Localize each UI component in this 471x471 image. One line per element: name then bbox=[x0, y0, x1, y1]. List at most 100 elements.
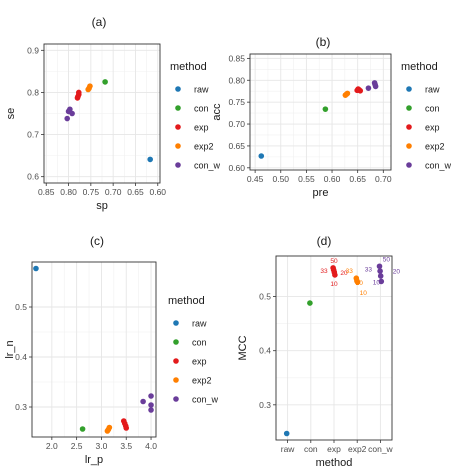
series-con bbox=[102, 79, 108, 85]
data-label: 20 bbox=[356, 280, 364, 287]
x-tick-label: exp2 bbox=[348, 444, 367, 454]
y-tick-label: 0.5 bbox=[15, 302, 27, 312]
data-point-raw bbox=[33, 265, 39, 272]
legend-label: con_w bbox=[425, 161, 452, 171]
y-tick-label: 0.70 bbox=[228, 119, 245, 129]
data-label: 10 bbox=[330, 281, 338, 288]
legend-swatch-con_w bbox=[406, 162, 412, 168]
panel-c: 2.0 2.5 3.0 3.5 4.0 0.3 0.4 0.5 (c) lr_p lr_n bbox=[4, 234, 157, 466]
data-point-con_w bbox=[69, 110, 75, 117]
data-point-exp bbox=[74, 95, 81, 101]
x-tick-label: 0.70 bbox=[375, 174, 392, 184]
legend-a: method raw con exp exp2 con_w bbox=[170, 61, 221, 171]
x-tick-label: 4.0 bbox=[145, 441, 157, 451]
x-tick-label: 0.70 bbox=[105, 187, 122, 197]
x-axis-label: pre bbox=[313, 187, 329, 199]
plot-background bbox=[32, 262, 156, 437]
panel-b: 0.45 0.50 0.55 0.60 0.65 0.70 0.60 0.65 0.70 0.75… bbox=[211, 35, 392, 199]
legend-swatch-exp2 bbox=[406, 143, 412, 149]
x-tick-label: 0.60 bbox=[149, 187, 166, 197]
x-axis-label: lr_p bbox=[85, 454, 103, 466]
series-con bbox=[307, 300, 313, 306]
data-point-con_w bbox=[140, 398, 146, 405]
data-label: 10 bbox=[360, 290, 368, 297]
legend-swatch-exp bbox=[173, 358, 179, 364]
chart-title: (a) bbox=[92, 15, 107, 29]
y-axis-label: lr_n bbox=[4, 340, 16, 358]
series-exp bbox=[74, 89, 82, 101]
data-point-raw bbox=[147, 156, 153, 163]
data-label: 33 bbox=[346, 268, 354, 275]
y-tick-label: 0.75 bbox=[228, 97, 245, 107]
data-point-exp2 bbox=[85, 86, 91, 93]
y-tick-label: 0.4 bbox=[15, 352, 27, 362]
legend-swatch-con_w bbox=[175, 162, 181, 168]
legend-swatch-exp2 bbox=[173, 377, 179, 383]
data-point-con_w bbox=[377, 268, 383, 274]
x-axis-label: method bbox=[316, 457, 353, 469]
data-label: 50 bbox=[330, 258, 338, 265]
series-exp2 bbox=[104, 424, 113, 434]
legend-b: method raw con exp exp2 con_w bbox=[401, 61, 452, 171]
x-tick-label: 2.0 bbox=[46, 441, 58, 451]
legend-label: con bbox=[192, 338, 207, 348]
legend-label: con_w bbox=[194, 161, 221, 171]
legend-swatch-exp2 bbox=[175, 143, 181, 149]
panel-border bbox=[249, 53, 392, 171]
series-exp2 bbox=[342, 90, 351, 98]
panel-a: 0.85 0.80 0.75 0.70 0.65 0.60 0.6 0.7 0.8 0.9 (a) s… bbox=[5, 15, 166, 212]
x-tick-label: 0.65 bbox=[127, 187, 144, 197]
x-tick-label: 0.85 bbox=[38, 187, 55, 197]
data-point-con bbox=[307, 300, 313, 306]
series-exp2 bbox=[85, 83, 93, 93]
legend-label: exp bbox=[192, 357, 207, 367]
x-tick-label: 2.5 bbox=[71, 441, 83, 451]
series-exp bbox=[120, 418, 130, 431]
x-tick-label: 0.75 bbox=[83, 187, 100, 197]
x-tick-label: 3.5 bbox=[120, 441, 132, 451]
data-point-exp2 bbox=[344, 90, 351, 97]
y-tick-label: 0.7 bbox=[27, 130, 39, 140]
x-tick-label: 0.50 bbox=[272, 174, 289, 184]
data-point-exp2 bbox=[354, 279, 361, 285]
series-exp2 bbox=[353, 275, 361, 285]
legend-swatch-con_w bbox=[173, 396, 179, 402]
y-tick-label: 0.3 bbox=[259, 400, 271, 410]
legend-label: exp bbox=[425, 123, 440, 133]
legend-title: method bbox=[170, 61, 207, 73]
data-point-con_w bbox=[378, 278, 385, 285]
legend-label: con bbox=[194, 104, 209, 114]
x-tick-label: 3.0 bbox=[96, 441, 108, 451]
data-point-con_w bbox=[372, 83, 379, 90]
plot-background bbox=[250, 54, 391, 170]
data-point-exp bbox=[354, 87, 360, 94]
x-tick-label: 0.60 bbox=[324, 174, 341, 184]
y-axis-label: se bbox=[5, 108, 17, 120]
x-tick-label: 0.65 bbox=[349, 174, 366, 184]
y-tick-label: 0.8 bbox=[27, 87, 39, 97]
legend-swatch-raw bbox=[406, 86, 412, 92]
data-point-con_w bbox=[377, 273, 384, 279]
series-con bbox=[79, 426, 86, 432]
series-raw bbox=[283, 430, 290, 437]
legend-title: method bbox=[168, 295, 205, 307]
legend-label: exp2 bbox=[192, 376, 212, 386]
y-tick-label: 0.3 bbox=[15, 402, 27, 412]
panel-border bbox=[275, 255, 393, 441]
data-label: 33 bbox=[365, 266, 373, 273]
legend-c: method raw con exp exp2 con_w bbox=[168, 295, 219, 405]
legend-swatch-raw bbox=[173, 320, 179, 326]
series-raw bbox=[258, 153, 265, 159]
data-point-con_w bbox=[148, 402, 154, 408]
series-con_w bbox=[365, 80, 379, 91]
y-tick-label: 0.80 bbox=[228, 75, 245, 85]
legend-label: con bbox=[425, 104, 440, 114]
x-axis-label: sp bbox=[96, 200, 108, 212]
data-point-con_w bbox=[148, 407, 154, 413]
legend-label: raw bbox=[425, 85, 440, 95]
y-tick-label: 0.9 bbox=[27, 45, 39, 55]
legend-swatch-con bbox=[173, 339, 179, 345]
y-tick-label: 0.6 bbox=[27, 172, 39, 182]
legend-label: exp2 bbox=[194, 142, 214, 152]
